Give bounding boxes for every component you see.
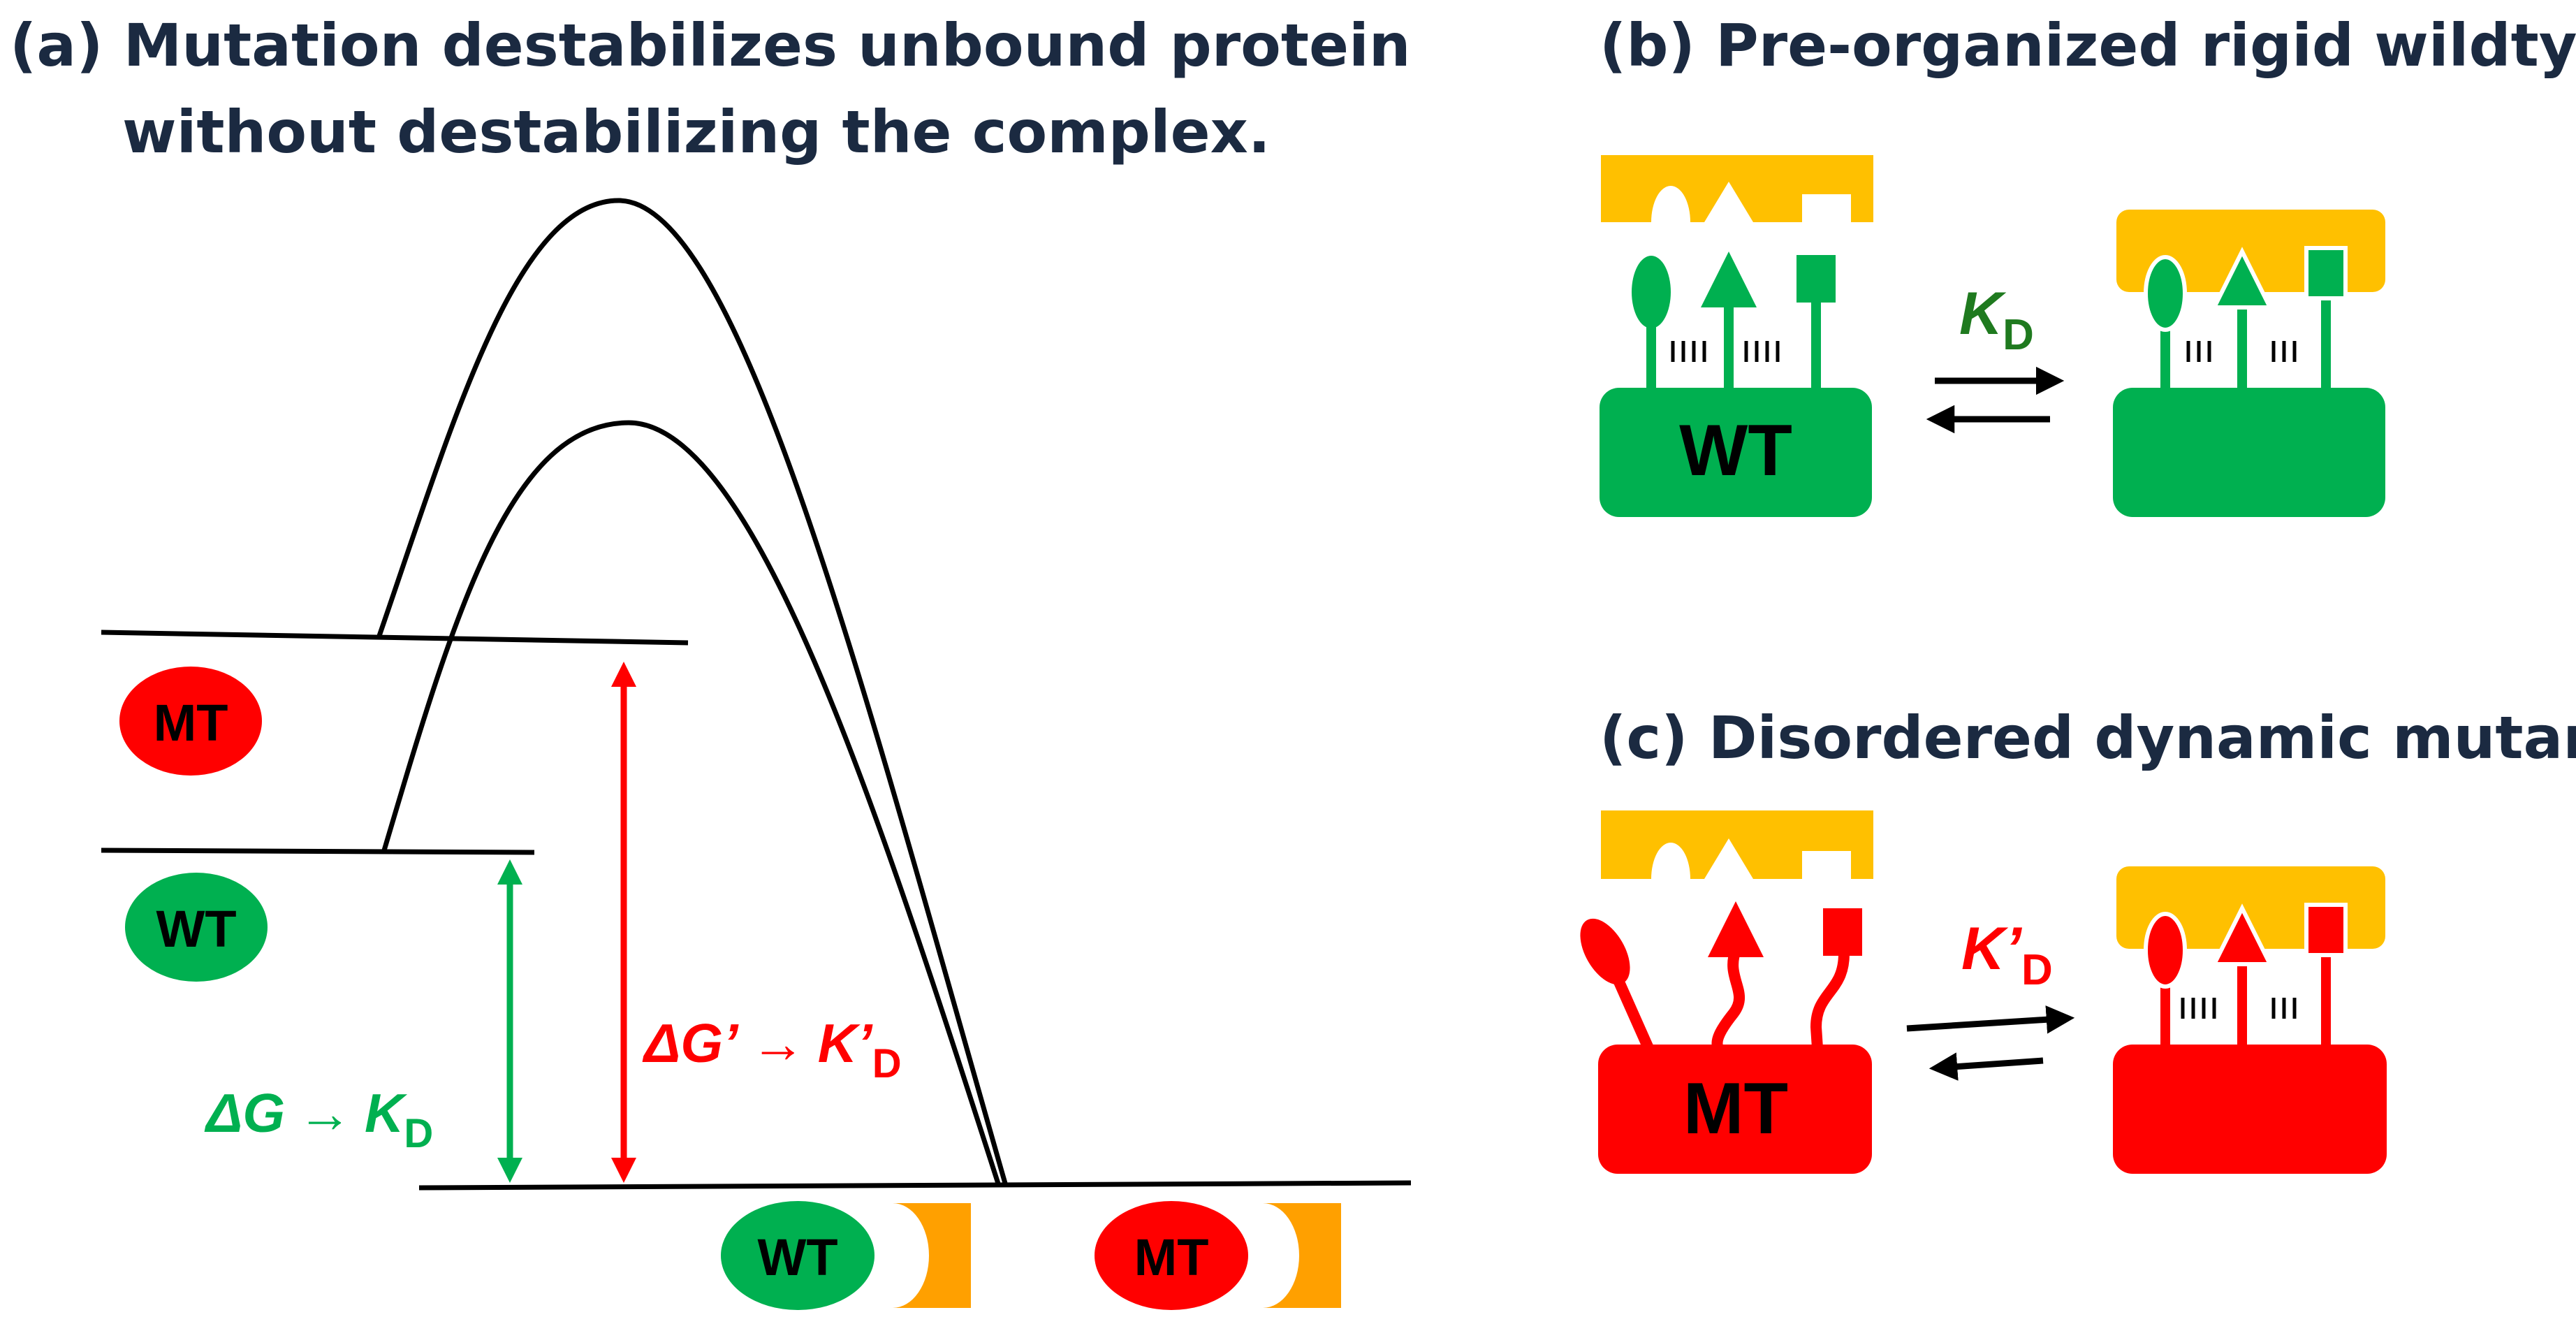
mt-reverse-arrow (1929, 1052, 2044, 1081)
panel-b: (b) Pre-organized rigid wildtype WT KD (1600, 11, 2576, 517)
mt-unbound-ligand (1601, 810, 1873, 879)
wt-bound-square-residue (2304, 246, 2348, 300)
wt-protein-label: WT (1679, 410, 1792, 491)
wt-bound-triangle-residue (2211, 247, 2274, 310)
mt-oval-residue (1580, 918, 1630, 985)
wt-square-residue (1796, 255, 1836, 303)
panel-c-title: (c) Disordered dynamic mutant (1600, 704, 2576, 772)
wt-stem-triangle (1724, 307, 1734, 391)
delta-g-symbol: ΔG (204, 1082, 285, 1144)
mt-bound-stem-square (2321, 957, 2331, 1048)
panel-c: (c) Disordered dynamic mutant MT K’D (1580, 704, 2576, 1174)
mt-unbound-label: MT (154, 694, 228, 752)
complex-level (418, 1180, 1412, 1191)
mt-transition-curve (376, 198, 1009, 1186)
wt-bound-body (2113, 388, 2385, 517)
mt-bound-stem-triangle (2237, 964, 2247, 1048)
panel-a: (a) Mutation destabilizes unbound protei… (10, 11, 1412, 1310)
mt-triangle-residue (1708, 901, 1764, 957)
delta-g-kd-sub: D (404, 1111, 433, 1156)
mt-kd-k: K’ (1961, 915, 2022, 982)
delta-g-kd: K (365, 1082, 408, 1144)
mt-bound-contact-ticks (2181, 998, 2297, 1019)
mt-protein-label: MT (1683, 1068, 1788, 1149)
mt-complex-label: MT (1134, 1228, 1209, 1286)
wt-bound-oval-residue (2144, 255, 2187, 332)
mt-stem-square (1810, 953, 1850, 1049)
wt-triangle-residue (1701, 252, 1757, 307)
mt-bound-oval-residue (2144, 912, 2187, 989)
mt-kd-label: K’D (1961, 915, 2053, 994)
wt-kd-sub: D (2003, 311, 2034, 359)
wt-complex-oval (721, 1201, 874, 1310)
mt-bound-square-residue (2304, 903, 2348, 957)
wt-bound-stem-triangle (2237, 307, 2247, 391)
wt-complex: WT (721, 1201, 971, 1310)
wt-kd-label: KD (1959, 280, 2034, 359)
delta-g-prime-kd-sub: D (872, 1041, 902, 1086)
mt-complex-oval (1095, 1201, 1248, 1310)
mt-bound-complex (2113, 866, 2387, 1174)
wt-transition-curve (381, 420, 1002, 1187)
mt-unbound-protein: MT (1580, 901, 1872, 1174)
wt-unbound-label: WT (156, 900, 236, 958)
mt-stem-triangle (1711, 948, 1746, 1051)
mt-protein-body (1598, 1045, 1872, 1174)
delta-g-prime-label: ΔG’ → K’D (642, 1012, 902, 1086)
delta-g-prime-symbol: ΔG’ (642, 1012, 739, 1074)
wt-oval-residue (1632, 256, 1671, 328)
mt-unbound-level (101, 630, 689, 646)
mt-kd-sub: D (2021, 946, 2053, 994)
delta-g-prime-arrow-symbol: → (751, 1012, 805, 1074)
mt-unbound-oval (119, 667, 262, 776)
mt-forward-arrow (1906, 1005, 2075, 1034)
mt-complex: MT (1095, 1201, 1341, 1310)
wt-contact-ticks (1671, 341, 1780, 362)
wt-complex-partner (893, 1203, 971, 1308)
delta-g-label: ΔG → KD (204, 1082, 433, 1156)
wt-bound-stem-square (2321, 300, 2331, 391)
wt-stem-square (1811, 300, 1821, 391)
wt-complex-label: WT (757, 1228, 837, 1286)
wt-unbound-protein: WT (1600, 252, 1872, 517)
wt-unbound-oval (125, 873, 268, 982)
panel-a-title-line1: (a) Mutation destabilizes unbound protei… (10, 11, 1411, 80)
wt-bound-contact-ticks (2186, 341, 2297, 362)
wt-bound-complex (2113, 210, 2385, 517)
mt-square-residue (1823, 908, 1862, 956)
panel-b-title: (b) Pre-organized rigid wildtype (1600, 11, 2576, 80)
wt-unbound-ligand (1601, 155, 1873, 222)
mt-complex-partner (1263, 1203, 1341, 1308)
wt-unbound-level (101, 847, 535, 855)
mt-bound-body (2113, 1045, 2387, 1174)
wt-protein-body (1600, 388, 1872, 517)
delta-g-prime-kd: K’ (818, 1012, 873, 1074)
delta-g-arrow-symbol: → (298, 1082, 352, 1144)
panel-a-title-line2: without destabilizing the complex. (122, 98, 1271, 166)
mt-bound-triangle-residue (2211, 903, 2274, 966)
wt-kd-k: K (1959, 280, 2007, 347)
